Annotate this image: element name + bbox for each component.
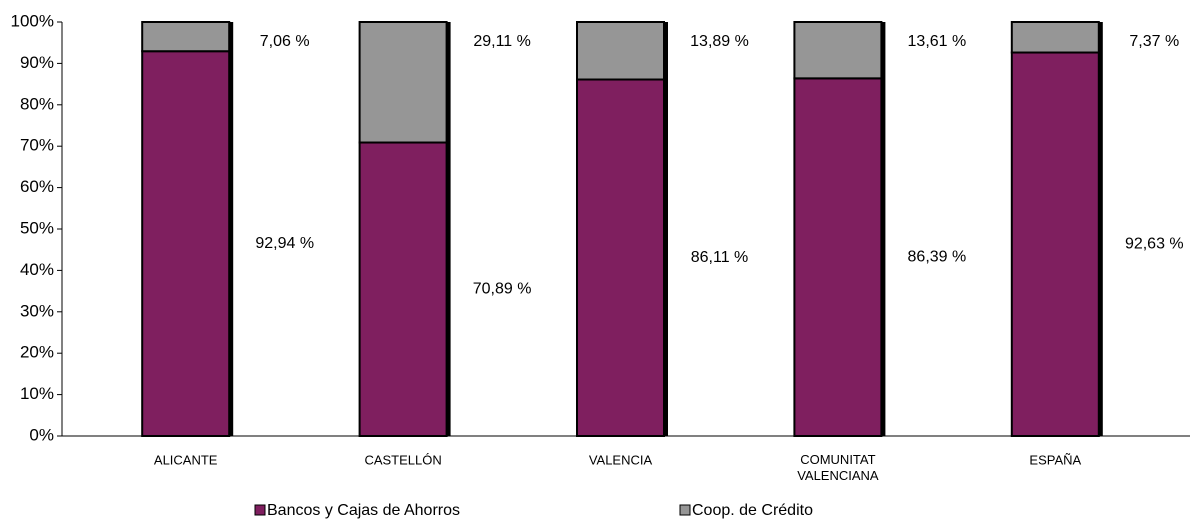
x-tick-label: VALENCIA <box>589 452 653 467</box>
legend-label: Bancos y Cajas de Ahorros <box>267 502 460 519</box>
bar-segment <box>141 50 231 438</box>
y-tick-label: 0% <box>29 425 54 444</box>
value-label: 92,94 % <box>255 235 314 252</box>
x-tick-label-line: COMUNITAT <box>800 452 875 467</box>
value-label: 7,37 % <box>1129 33 1179 50</box>
value-label: 13,89 % <box>690 33 749 50</box>
value-label: 92,63 % <box>1125 235 1184 252</box>
y-tick-label: 70% <box>20 136 54 155</box>
bar-segment <box>793 21 883 80</box>
x-tick-label: ESPAÑA <box>1029 452 1081 467</box>
y-tick-label: 20% <box>20 343 54 362</box>
x-tick-label-line: VALENCIANA <box>797 468 879 483</box>
value-label: 70,89 % <box>473 280 532 297</box>
value-label: 86,11 % <box>691 249 749 266</box>
bar-segment <box>141 21 231 53</box>
y-tick-label: 40% <box>20 260 54 279</box>
bar-segment <box>358 21 448 144</box>
value-label: 86,39 % <box>908 248 967 265</box>
bar-segment <box>576 78 665 437</box>
bar-segment <box>576 21 665 81</box>
y-tick-label: 30% <box>20 301 54 320</box>
x-tick-label: COMUNITAT VALENCIANA <box>797 452 879 483</box>
bar-segment <box>793 77 883 437</box>
legend-swatch <box>679 504 691 516</box>
bar-segment <box>1010 21 1100 54</box>
y-tick-label: 80% <box>20 94 54 113</box>
bar-segment <box>358 141 448 437</box>
y-tick-label: 90% <box>20 53 54 72</box>
value-label: 7,06 % <box>260 33 310 50</box>
value-label: 13,61 % <box>908 33 967 50</box>
value-label: 29,11 % <box>473 33 531 50</box>
y-tick-label: 60% <box>20 177 54 196</box>
y-tick-label: 10% <box>20 384 54 403</box>
x-tick-label: ALICANTE <box>154 452 218 467</box>
x-tick-label: CASTELLÓN <box>364 452 441 467</box>
y-tick-label: 50% <box>20 218 54 237</box>
legend-label: Coop. de Crédito <box>692 502 813 519</box>
bar-segment <box>1010 51 1100 437</box>
legend-swatch <box>254 504 266 516</box>
y-tick-label: 100% <box>11 11 54 30</box>
